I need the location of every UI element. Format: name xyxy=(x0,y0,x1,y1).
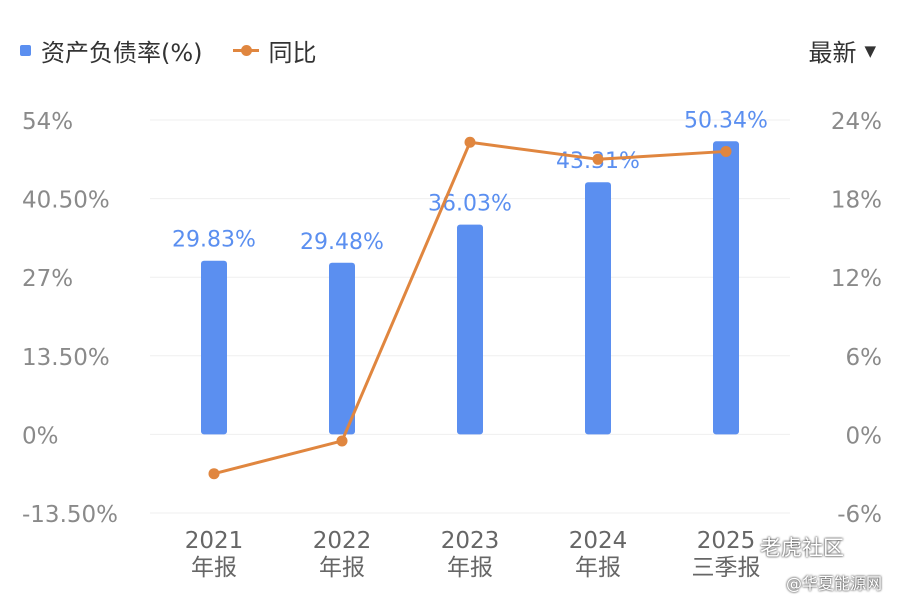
x-tick-label-year: 2022 xyxy=(313,528,372,554)
bar-data-label: 50.34% xyxy=(684,108,768,133)
line-legend-marker xyxy=(232,45,259,56)
caret-down-icon: ▼ xyxy=(864,41,876,60)
x-tick-label-year: 2021 xyxy=(185,528,244,554)
period-selector-label: 最新 xyxy=(808,39,857,67)
bar xyxy=(201,260,227,435)
y-right-tick-label: 0% xyxy=(846,423,883,449)
line-legend-label: 同比 xyxy=(268,39,317,67)
line-point xyxy=(208,468,220,480)
line-point xyxy=(464,136,476,148)
bar xyxy=(329,262,355,435)
y-left-tick-label: 0% xyxy=(22,423,59,449)
bar xyxy=(457,224,483,435)
bar-legend-marker xyxy=(20,45,31,56)
x-tick-label-year: 2023 xyxy=(441,528,500,554)
line-point xyxy=(592,153,604,165)
bar xyxy=(713,141,739,435)
line-point xyxy=(336,435,348,447)
y-left-tick-label: 27% xyxy=(22,266,73,292)
x-tick-label-period: 年报 xyxy=(447,555,493,581)
y-right-tick-label: 18% xyxy=(831,188,882,214)
bar-data-label: 29.48% xyxy=(300,230,384,255)
x-tick-label-year: 2025 xyxy=(697,528,756,554)
x-tick-label-period: 三季报 xyxy=(692,555,761,581)
y-right-tick-label: -6% xyxy=(837,502,882,528)
watermark-main: 老虎社区 xyxy=(760,536,844,560)
y-left-tick-label: 13.50% xyxy=(22,345,110,371)
x-tick-label-period: 年报 xyxy=(191,555,237,581)
period-selector[interactable]: 最新 ▼ xyxy=(808,33,876,68)
y-right-tick-label: 6% xyxy=(846,345,883,371)
y-right-tick-label: 12% xyxy=(831,266,882,292)
watermark-sub: @华夏能源网 xyxy=(786,574,883,593)
x-tick-label-period: 年报 xyxy=(575,555,621,581)
y-right-tick-label: 24% xyxy=(831,109,882,135)
line-point xyxy=(720,145,732,157)
bar-data-label: 29.83% xyxy=(172,228,256,253)
y-left-tick-label: 40.50% xyxy=(22,188,110,214)
x-tick-label-year: 2024 xyxy=(569,528,628,554)
bar-legend-label: 资产负债率(%) xyxy=(41,39,203,67)
legend: 资产负债率(%) 同比 xyxy=(20,33,317,68)
x-tick-label-period: 年报 xyxy=(319,555,365,581)
bar xyxy=(585,182,611,435)
y-left-tick-label: -13.50% xyxy=(22,502,118,528)
y-left-tick-label: 54% xyxy=(22,109,73,135)
